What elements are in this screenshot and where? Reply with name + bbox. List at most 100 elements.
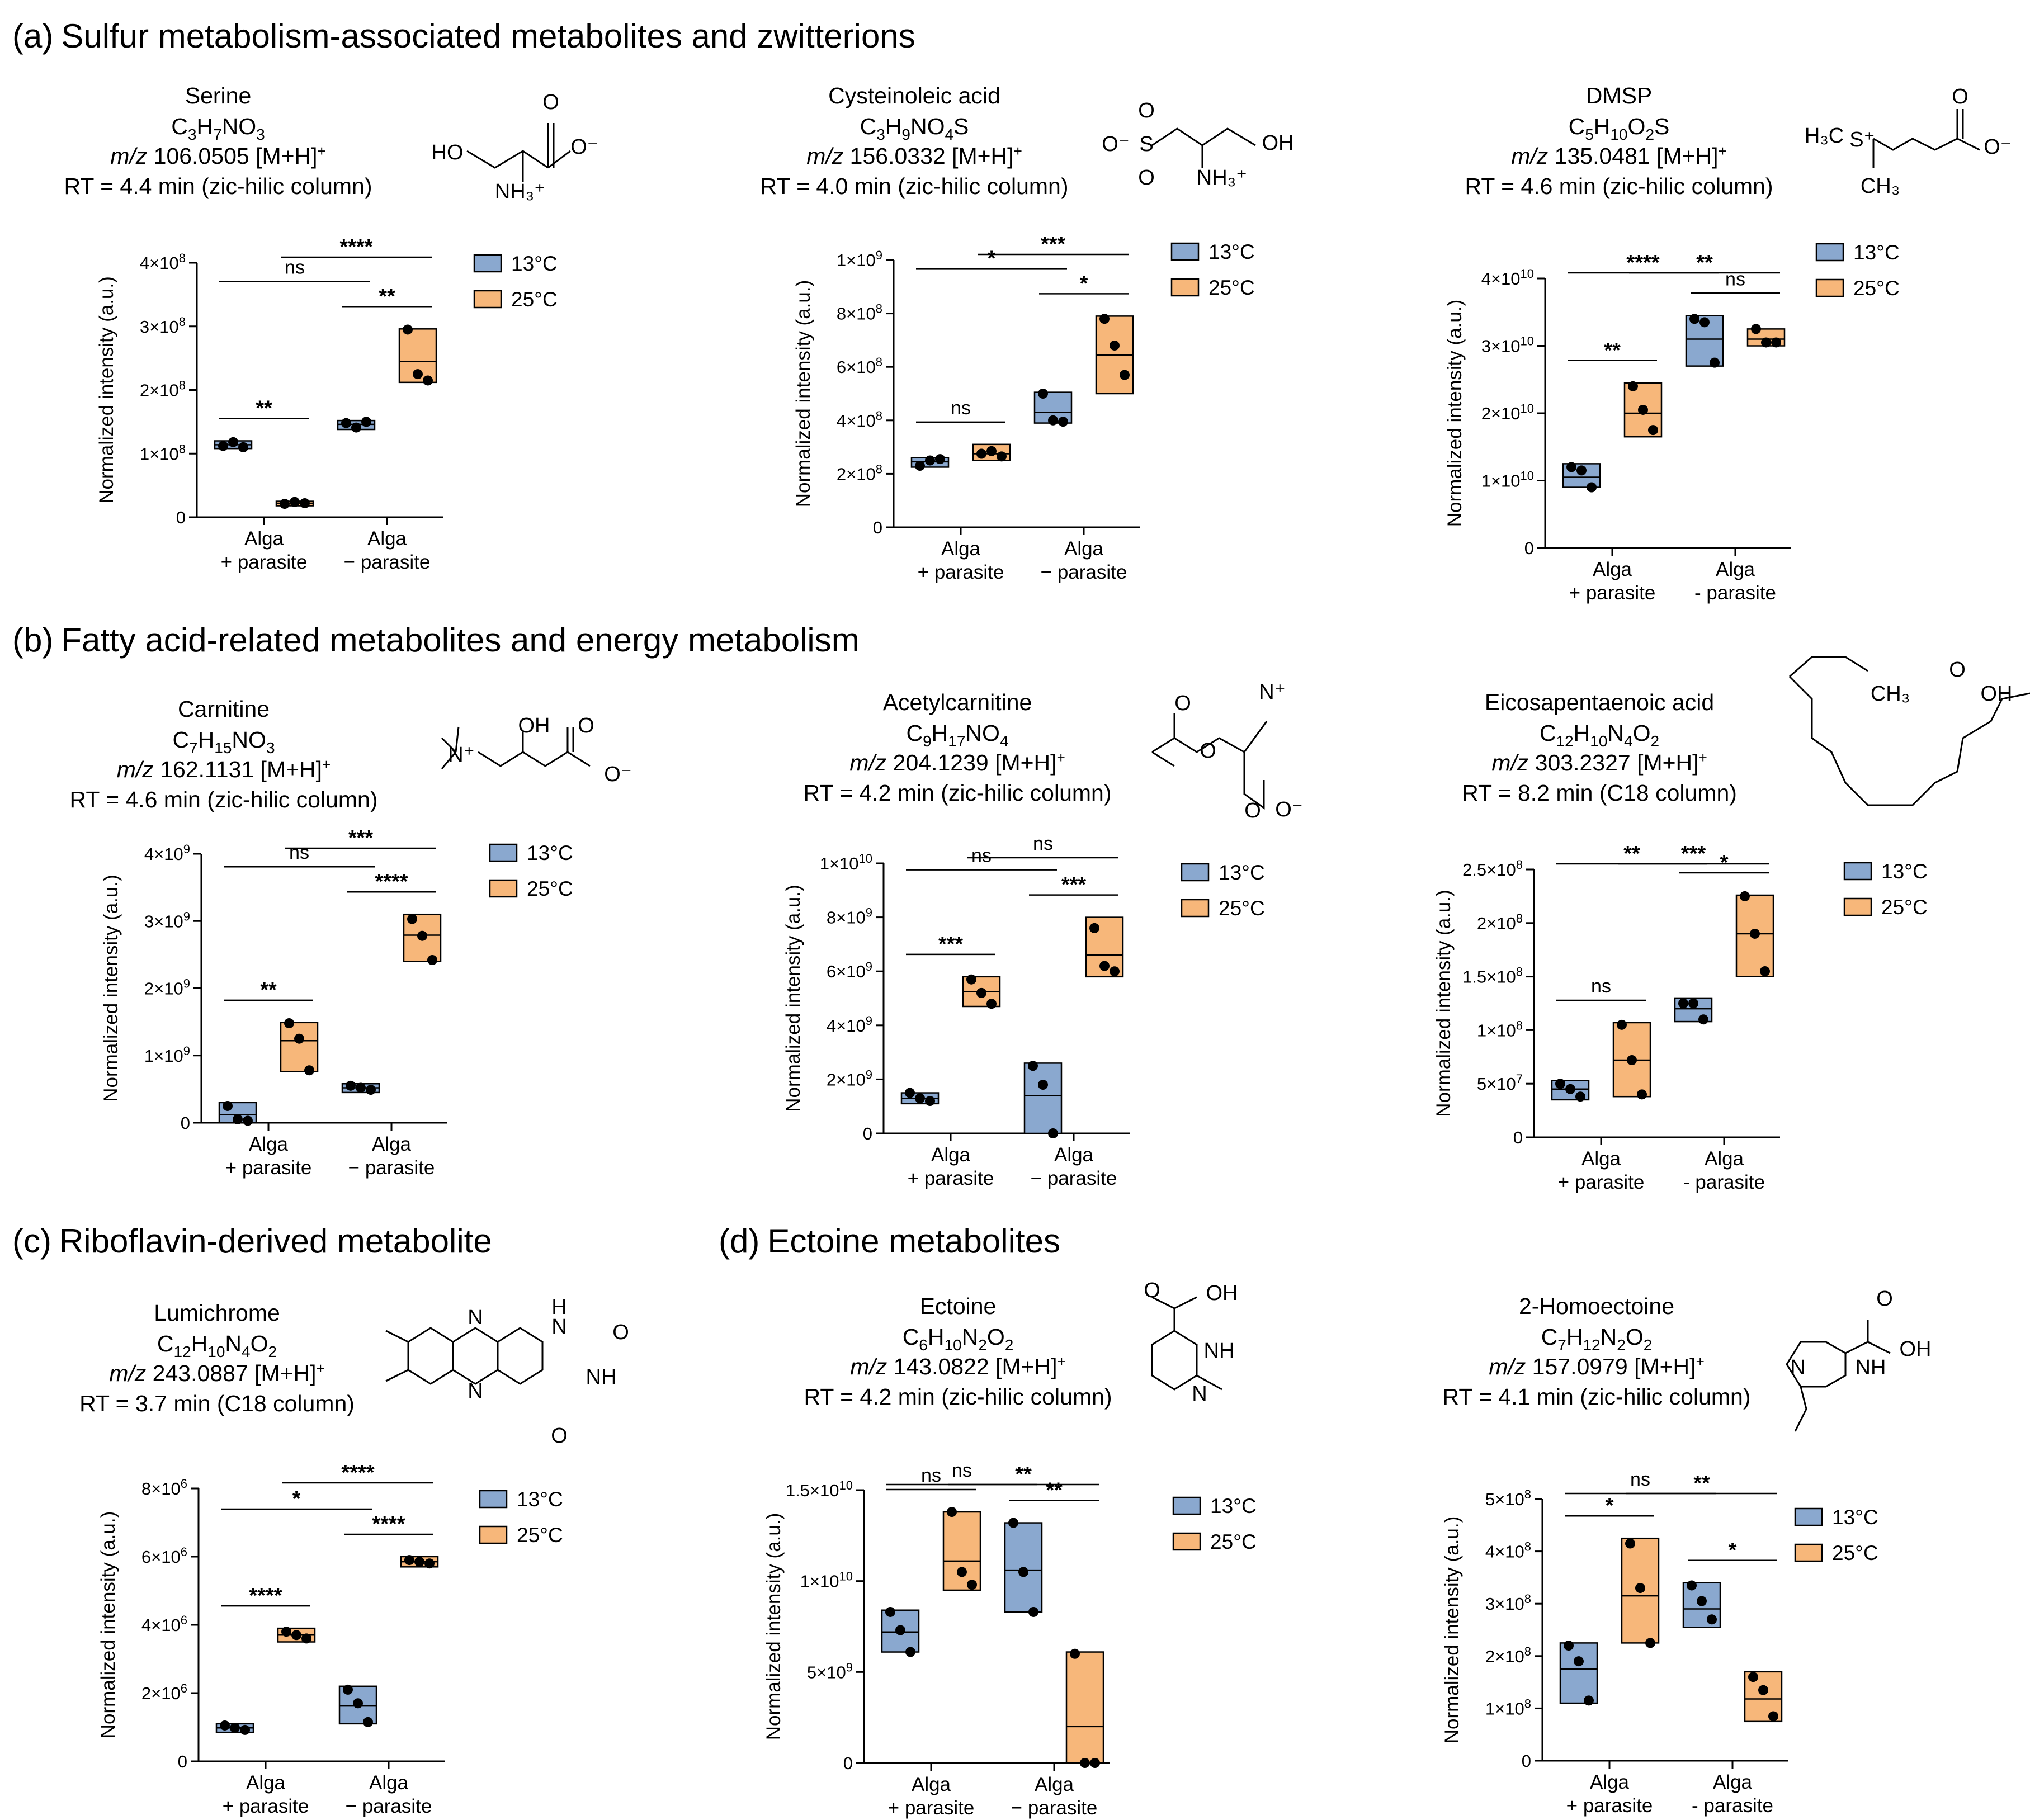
box-25c	[1065, 1651, 1104, 1764]
data-point	[341, 418, 351, 428]
significance-label: **	[1046, 1479, 1063, 1502]
significance-label: *	[1720, 851, 1729, 874]
molecular-formula: C7H12N2O2	[1541, 1324, 1653, 1354]
significance-label: ****	[1626, 251, 1659, 275]
data-point	[1080, 1758, 1090, 1768]
y-tick-label: 3×109	[144, 909, 190, 931]
y-axis-label: Normalized intensity (a.u.)	[792, 280, 814, 508]
data-point	[366, 1085, 376, 1095]
carnitine-atom: N⁺	[448, 743, 475, 767]
data-point	[361, 417, 371, 427]
data-point	[228, 437, 238, 447]
data-point	[895, 1625, 905, 1635]
data-point	[1648, 425, 1658, 436]
data-point	[1584, 1695, 1594, 1706]
data-point	[243, 1115, 253, 1126]
acetylcarnitine-atom: O	[1244, 799, 1261, 822]
molecular-formula: C12H10N4O2	[157, 1331, 277, 1360]
data-point	[301, 1633, 311, 1644]
data-point	[238, 442, 248, 452]
data-point	[363, 1717, 373, 1727]
lumichrome-atom: N	[468, 1306, 483, 1329]
data-point	[915, 1093, 925, 1104]
y-tick-label: 1.5×108	[1462, 965, 1523, 987]
x-category-label: Alga	[367, 528, 407, 550]
y-tick-label: 0	[863, 1124, 872, 1143]
x-category-sublabel: + parasite	[1566, 1795, 1653, 1817]
data-point	[407, 914, 417, 924]
epa-atom: CH₃	[1871, 682, 1910, 706]
compound-name: Carnitine	[178, 696, 270, 722]
legend-swatch-13c	[1815, 243, 1844, 262]
box-13c	[881, 1609, 920, 1653]
lumichrome-atom: H	[551, 1296, 566, 1319]
significance-label: ns	[289, 842, 309, 863]
data-point	[1758, 1685, 1768, 1695]
x-category-sublabel: - parasite	[1692, 1795, 1773, 1817]
data-point	[1645, 1638, 1655, 1648]
x-category-label: Alga	[1716, 559, 1755, 580]
data-point	[300, 498, 310, 508]
legend-swatch-25c	[1794, 1543, 1823, 1562]
x-category-label: Alga	[244, 528, 284, 550]
section-d-heading: (d) Ectoine metabolites	[719, 1222, 1060, 1260]
y-tick-label: 1×108	[1477, 1018, 1523, 1040]
significance-label: *	[1606, 1494, 1614, 1518]
y-tick-label: 4×109	[144, 842, 190, 864]
y-tick-label: 5×107	[1477, 1072, 1523, 1094]
y-tick-label: 5×108	[1485, 1487, 1531, 1509]
y-tick-label: 0	[1524, 538, 1534, 558]
cysteinoleic-atom: O	[1138, 166, 1155, 190]
compound-name: Serine	[185, 83, 252, 108]
y-axis-label: Normalized intensity (a.u.)	[100, 874, 122, 1102]
data-point	[1576, 465, 1587, 476]
legend-swatch-25c	[1172, 1532, 1201, 1551]
data-point	[1697, 1596, 1707, 1606]
y-axis-label: Normalized intensity (a.u.)	[97, 1511, 119, 1739]
compound-name: DMSP	[1586, 83, 1652, 108]
mz-value: m/z 135.0481 [M+H]+	[1511, 143, 1727, 169]
legend-label-25c: 25°C	[1853, 277, 1900, 300]
x-category-label: Alga	[249, 1133, 289, 1155]
carnitine-atom: O⁻	[604, 763, 632, 786]
legend-label-13c: 13°C	[1853, 241, 1900, 264]
data-point	[1768, 1711, 1778, 1722]
data-point	[1565, 1084, 1575, 1094]
retention-time: RT = 4.2 min (zic-hilic column)	[804, 780, 1112, 806]
lumichrome-atom: O	[551, 1424, 568, 1448]
significance-label: **	[260, 978, 277, 1002]
legend-swatch-25c	[473, 290, 502, 309]
legend-label-13c: 13°C	[517, 1488, 563, 1511]
y-tick-label: 3×1010	[1481, 334, 1534, 356]
data-point	[1740, 891, 1750, 901]
data-point	[291, 1630, 301, 1641]
significance-label: ***	[938, 933, 964, 956]
homoectoine-atom: O	[1876, 1287, 1893, 1311]
legend-swatch-13c	[1172, 1496, 1201, 1515]
y-tick-label: 0	[1513, 1128, 1523, 1147]
y-tick-label: 8×109	[827, 906, 872, 928]
significance-label: **	[1693, 1472, 1710, 1495]
legend-swatch-25c	[489, 879, 518, 898]
y-tick-label: 5×109	[807, 1660, 853, 1682]
data-point	[1635, 1583, 1645, 1594]
data-point	[294, 1033, 304, 1044]
dmsp-atom: CH₃	[1861, 174, 1900, 198]
y-axis-label: Normalized intensity (a.u.)	[1433, 890, 1455, 1117]
x-category-label: Alga	[941, 538, 981, 560]
x-category-sublabel: - parasite	[1683, 1171, 1765, 1193]
dmsp-structure	[1872, 109, 1980, 168]
y-axis-label: Normalized intensity (a.u.)	[96, 276, 117, 504]
carnitine-atom: O	[578, 714, 594, 738]
y-axis-label: Normalized intensity (a.u.)	[763, 1513, 785, 1741]
y-tick-label: 2×109	[827, 1067, 872, 1089]
mz-value: m/z 143.0822 [M+H]+	[850, 1353, 1066, 1379]
data-point	[1771, 337, 1781, 348]
molecular-formula: C3H7NO3	[171, 114, 265, 143]
compound-name: 2-Homoectoine	[1519, 1293, 1674, 1319]
y-tick-label: 2.5×108	[1462, 858, 1523, 880]
